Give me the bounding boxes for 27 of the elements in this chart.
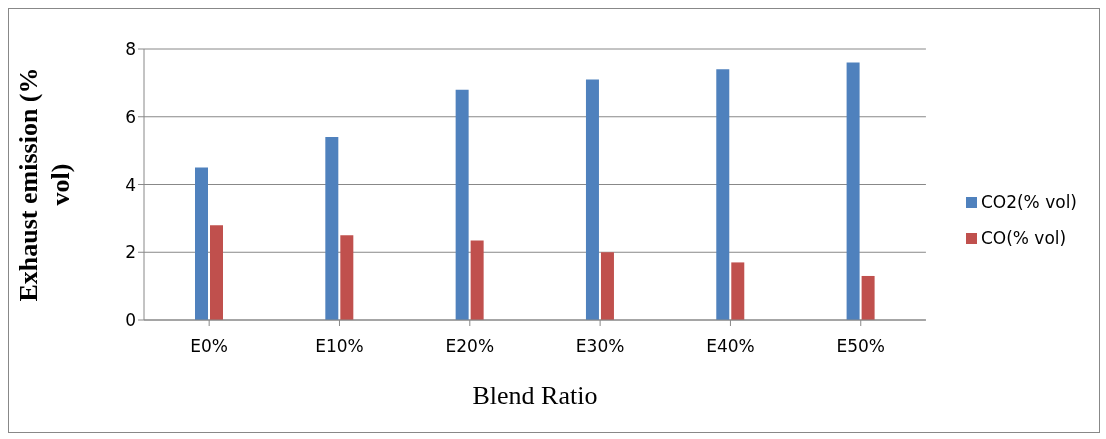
y-tick-label: 0 — [125, 310, 136, 331]
x-tick-label: E30% — [575, 336, 625, 357]
bar — [585, 79, 599, 320]
bar — [455, 89, 469, 320]
bar — [195, 167, 208, 320]
legend-label: CO(% vol) — [980, 227, 1067, 248]
bar — [846, 62, 860, 320]
y-tick-label: 8 — [125, 39, 136, 60]
bar — [731, 262, 745, 320]
x-tick-label: E0% — [190, 336, 229, 357]
bar — [470, 240, 484, 320]
y-tick-label: 6 — [125, 106, 136, 127]
bar — [325, 137, 339, 320]
legend-label: CO2(% vol) — [980, 191, 1077, 212]
x-tick-label: E10% — [315, 336, 364, 357]
y-axis-title: Exhaust emission (% vol) — [14, 67, 75, 302]
bar — [340, 235, 354, 320]
y-tick-label: 4 — [125, 174, 136, 195]
bar — [716, 69, 730, 320]
x-tick-label: E40% — [706, 336, 755, 357]
bar — [600, 252, 614, 320]
bar — [210, 225, 223, 320]
y-tick-label: 2 — [125, 242, 136, 263]
bar — [861, 275, 875, 320]
x-tick-label: E50% — [836, 336, 886, 357]
x-tick-label: E20% — [445, 336, 495, 357]
x-axis-title: Blend Ratio — [472, 381, 598, 410]
